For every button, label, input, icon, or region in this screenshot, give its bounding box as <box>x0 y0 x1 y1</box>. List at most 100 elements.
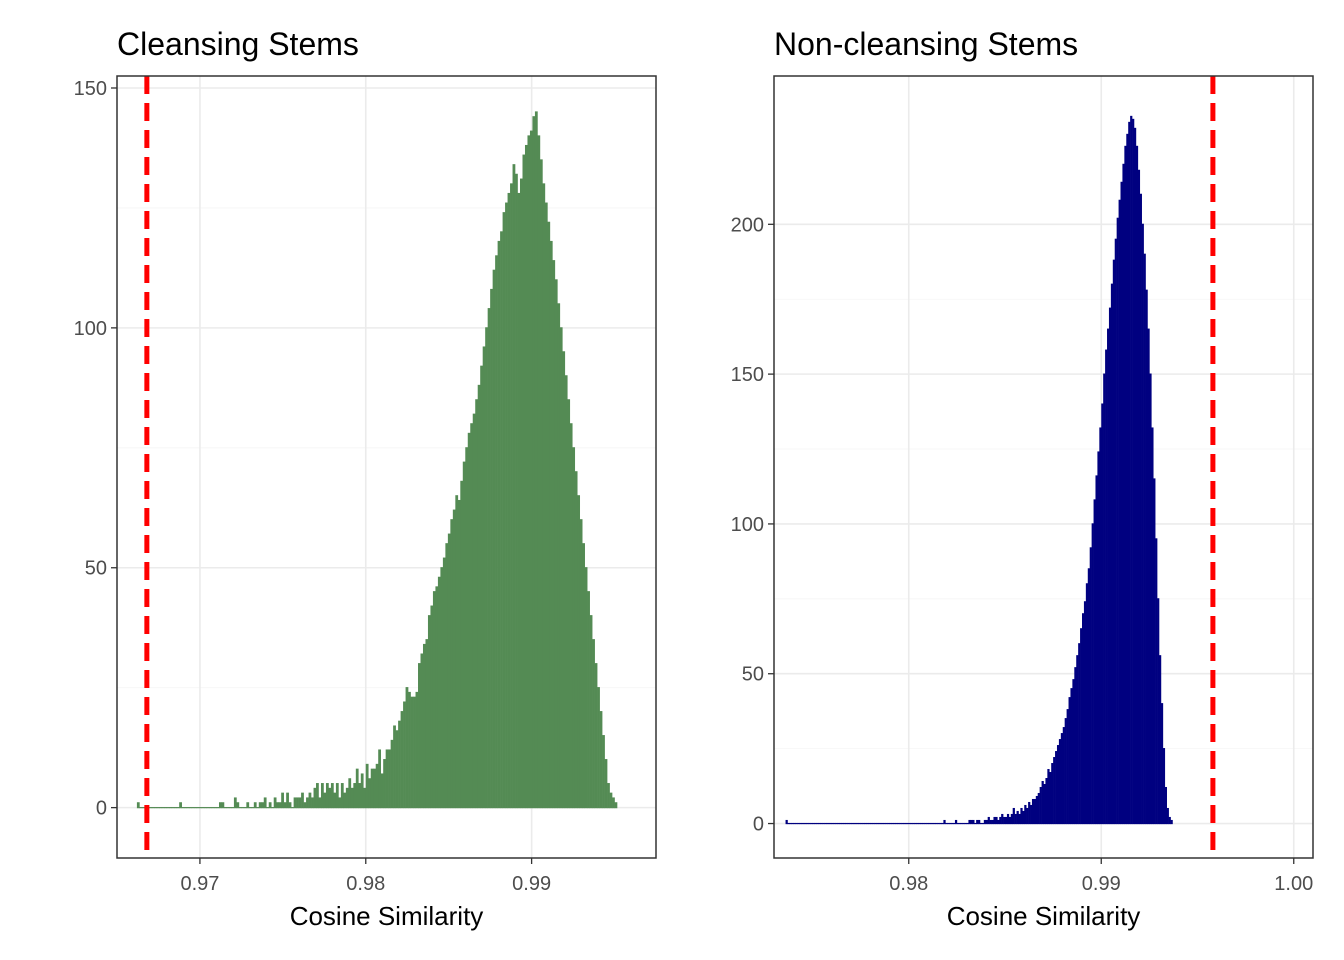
histogram-bar <box>358 783 362 809</box>
histogram-bar <box>403 701 406 809</box>
histogram-bar <box>166 807 170 809</box>
histogram-bar <box>512 164 516 809</box>
histogram-bar <box>816 822 819 825</box>
histogram-bar <box>1095 475 1098 825</box>
histogram-bar <box>1145 289 1148 825</box>
histogram-bar <box>827 822 831 825</box>
x-tick-label: 1.00 <box>1274 873 1313 895</box>
histogram-bar <box>236 802 240 809</box>
histogram-bar <box>839 822 842 825</box>
histogram-bar <box>460 480 464 809</box>
histogram-bar <box>1149 373 1152 825</box>
histogram-bar <box>1153 478 1156 825</box>
histogram-bar <box>824 822 827 825</box>
histogram-bar <box>577 495 581 809</box>
histogram-bar <box>820 822 823 825</box>
histogram-bar <box>918 822 921 825</box>
histogram-bar <box>363 787 367 809</box>
histogram-bar <box>935 822 938 825</box>
histogram-bar <box>1016 810 1019 825</box>
histogram-bar <box>256 807 260 809</box>
histogram-bar <box>1076 655 1079 825</box>
histogram-bar <box>1166 807 1169 825</box>
histogram-bar <box>1012 807 1015 825</box>
histogram-bar <box>537 135 541 809</box>
histogram-bar <box>953 822 956 825</box>
histogram-bar <box>383 759 386 809</box>
histogram-bar <box>408 691 411 809</box>
histogram-bar <box>933 822 936 825</box>
histogram-bar <box>785 819 788 825</box>
bars <box>785 115 1173 825</box>
histogram-bar <box>822 822 825 825</box>
histogram-bar <box>929 822 933 825</box>
chart-title: Cleansing Stems <box>117 26 359 62</box>
histogram-bar <box>812 822 815 825</box>
histogram-bar <box>1039 786 1042 825</box>
histogram-bar <box>1066 709 1069 825</box>
histogram-bar <box>895 822 898 825</box>
histogram-bar <box>1085 583 1089 825</box>
histogram-bar <box>870 822 873 825</box>
histogram-bar <box>437 576 441 809</box>
histogram-bar <box>1107 328 1110 825</box>
x-axis-label: Cosine Similarity <box>947 901 1141 931</box>
histogram-bar <box>926 822 929 825</box>
histogram-bar <box>856 822 859 825</box>
histogram-bar <box>223 807 227 809</box>
y-tick-label: 0 <box>753 814 764 836</box>
histogram-bar <box>243 807 247 809</box>
histogram-bar <box>191 807 195 809</box>
histogram-bar <box>520 178 523 809</box>
histogram-bar <box>1022 810 1025 825</box>
histogram-bar <box>196 807 200 809</box>
histogram-bar <box>968 819 971 825</box>
histogram-bar <box>1157 598 1160 825</box>
histogram-bar <box>589 615 593 809</box>
histogram-bar <box>427 615 431 809</box>
histogram-bar <box>176 807 180 809</box>
histogram-bar <box>1168 816 1171 825</box>
histogram-bar <box>1053 757 1056 825</box>
histogram-bar <box>594 663 598 809</box>
histogram-bar <box>1070 688 1073 825</box>
histogram-bar <box>311 797 314 809</box>
histogram-bar <box>831 822 834 825</box>
histogram-bar <box>874 822 877 825</box>
histogram-bar <box>323 792 327 809</box>
histogram-bar <box>398 720 401 809</box>
histogram-bar <box>435 586 439 809</box>
histogram-bar <box>1024 804 1027 825</box>
histogram-bar <box>864 822 867 825</box>
histogram-bar <box>477 384 481 809</box>
histogram-bar <box>1126 133 1129 825</box>
histogram-bar <box>328 787 332 809</box>
histogram-bar <box>979 822 983 825</box>
histogram-bar <box>1170 819 1173 825</box>
histogram-bar <box>510 183 513 809</box>
histogram-bar <box>891 822 894 825</box>
histogram-bar <box>378 749 381 809</box>
histogram-bar <box>1072 679 1075 825</box>
histogram-bar <box>787 822 790 825</box>
histogram-bar <box>897 822 900 825</box>
histogram-bar <box>866 822 869 825</box>
histogram-bar <box>432 591 436 809</box>
histogram-bar <box>868 822 871 825</box>
histogram-bar <box>343 792 347 809</box>
histogram-bar <box>1008 816 1012 825</box>
histogram-bar <box>607 783 610 809</box>
histogram-bar <box>567 399 571 809</box>
histogram-bar <box>579 519 583 809</box>
histogram-bar <box>837 822 840 825</box>
histogram-bar <box>1030 804 1033 825</box>
histogram-bar <box>947 822 950 825</box>
histogram-bar <box>370 768 374 809</box>
histogram-bar <box>1155 538 1158 825</box>
x-axis-ticks: 0.97 0.98 0.99 <box>180 858 551 895</box>
histogram-bar <box>1124 145 1127 825</box>
histogram-bar <box>554 279 558 809</box>
histogram-bar <box>958 822 962 825</box>
histogram-bar <box>1062 727 1065 825</box>
histogram-bar <box>288 802 292 809</box>
